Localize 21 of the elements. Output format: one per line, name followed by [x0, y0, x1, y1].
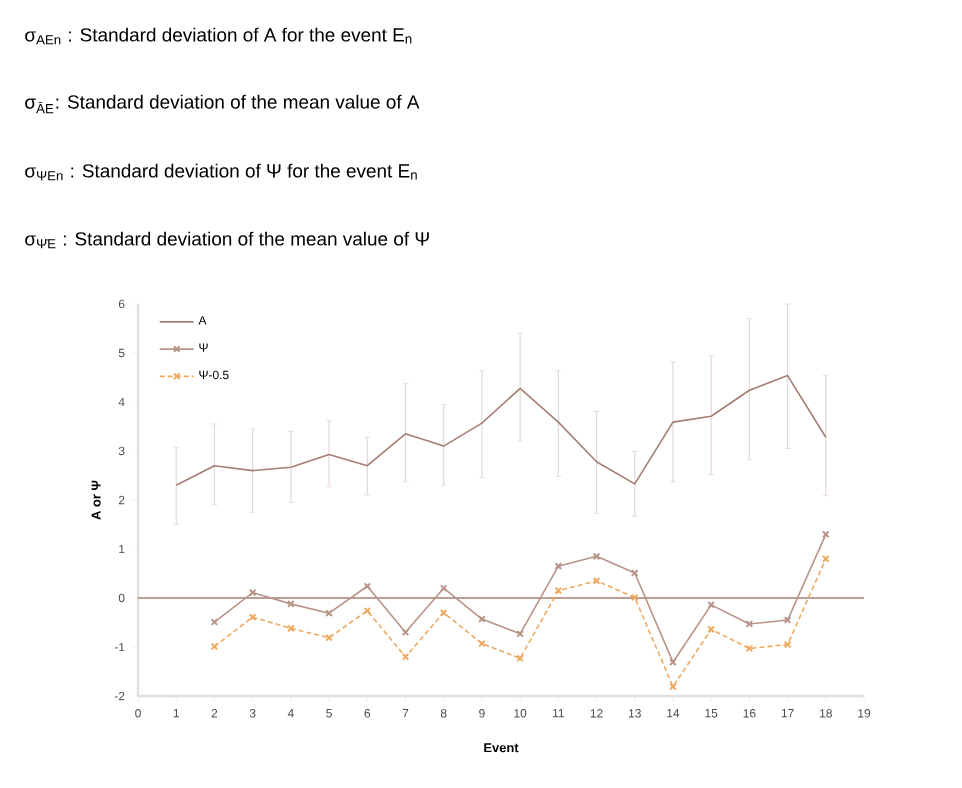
point [669, 682, 677, 691]
text: σ$_{ĀE}$: Standard deviation of the mean value of A [25, 94, 420, 114]
point [325, 633, 333, 642]
point [592, 577, 601, 585]
point [248, 588, 257, 597]
text: σ$_{AEn}$ : Standard deviation of A for the event E$_{n}$ [25, 27, 412, 45]
point [210, 642, 219, 651]
text: σ$_{Ψ̄E}$ : Standard deviation of the mean value of Ψ [25, 231, 429, 249]
point [439, 608, 448, 617]
point [745, 644, 754, 653]
line-series [175, 374, 827, 487]
point [401, 652, 410, 661]
text: σ$_{ΨEn}$ : Standard deviation of Ψ for the event E$_{n}$ [25, 163, 417, 181]
point [554, 586, 563, 595]
point [821, 554, 830, 563]
point [592, 552, 601, 561]
point [516, 629, 524, 638]
point [516, 654, 524, 663]
point [401, 628, 410, 637]
point [783, 640, 792, 649]
point [630, 593, 639, 602]
